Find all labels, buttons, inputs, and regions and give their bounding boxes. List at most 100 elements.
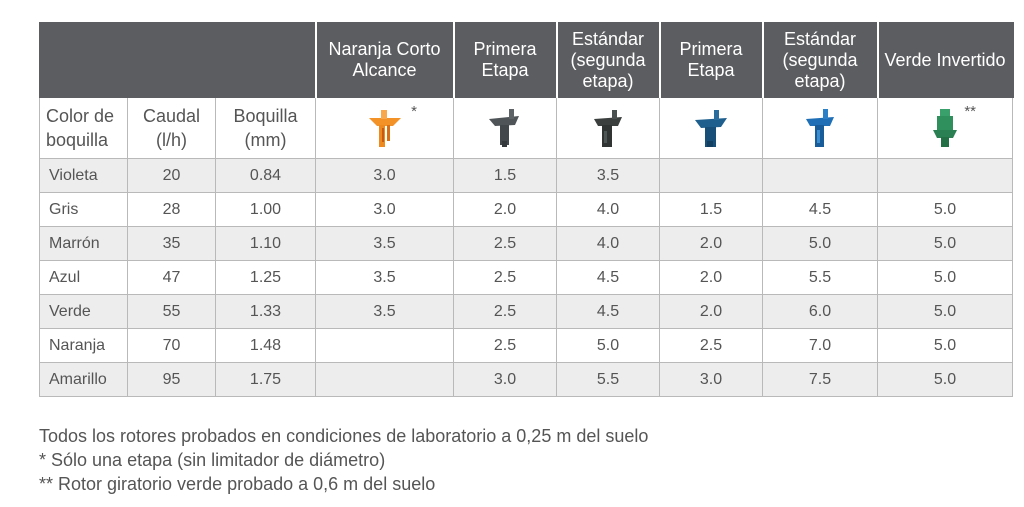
cell-v6: 5.0 (877, 294, 1013, 329)
cell-v1: 3.0 (315, 192, 454, 227)
cell-boquilla: 1.00 (215, 192, 316, 227)
nozzle-spec-table: Naranja Corto Alcance Primera Etapa Está… (39, 22, 1014, 397)
cell-v6: 5.0 (877, 192, 1013, 227)
header-primera-etapa-1: Primera Etapa (453, 22, 558, 98)
green-nozzle-icon (933, 109, 957, 147)
cell-color: Naranja (39, 328, 128, 363)
icon-cell-naranja: * (315, 97, 454, 159)
cell-v5: 5.5 (762, 260, 878, 295)
orange-nozzle-icon (368, 110, 401, 147)
cell-v1: 3.5 (315, 260, 454, 295)
cell-v5: 5.0 (762, 226, 878, 261)
cell-v2: 2.0 (453, 192, 557, 227)
cell-v2: 1.5 (453, 158, 557, 193)
table-row: Violeta 20 0.84 3.0 1.5 3.5 (39, 158, 1013, 193)
cell-color: Amarillo (39, 362, 128, 397)
cell-v5: 7.5 (762, 362, 878, 397)
footnotes: Todos los rotores probados en condicione… (39, 424, 648, 496)
col-color-header: Color de boquilla (39, 97, 128, 159)
cell-color: Violeta (39, 158, 128, 193)
cell-v4: 2.0 (659, 294, 763, 329)
header-estandar-1: Estándar (segunda etapa) (556, 22, 661, 98)
cell-v2: 2.5 (453, 328, 557, 363)
cell-v3: 4.0 (556, 192, 660, 227)
cell-v3: 4.5 (556, 260, 660, 295)
verde-double-asterisk: ** (964, 103, 976, 120)
icon-cell-estandar-1 (556, 97, 660, 159)
icon-cell-primera-etapa-2 (659, 97, 763, 159)
cell-caudal: 20 (127, 158, 216, 193)
cell-v4 (659, 158, 763, 193)
cell-color: Verde (39, 294, 128, 329)
cell-v1 (315, 328, 454, 363)
cell-v4: 1.5 (659, 192, 763, 227)
cell-boquilla: 1.10 (215, 226, 316, 261)
cell-v5: 4.5 (762, 192, 878, 227)
cell-v1: 3.5 (315, 226, 454, 261)
cell-v1 (315, 362, 454, 397)
cell-caudal: 47 (127, 260, 216, 295)
table-body: Violeta 20 0.84 3.0 1.5 3.5 Gris 28 1.00… (39, 158, 1013, 397)
cell-boquilla: 0.84 (215, 158, 316, 193)
header-naranja-corto-alcance: Naranja Corto Alcance (315, 22, 455, 98)
footnote-lab-conditions: Todos los rotores probados en condicione… (39, 426, 649, 446)
cell-caudal: 95 (127, 362, 216, 397)
cell-v3: 3.5 (556, 158, 660, 193)
cell-v5: 7.0 (762, 328, 878, 363)
header-primera-etapa-2: Primera Etapa (659, 22, 764, 98)
cell-boquilla: 1.75 (215, 362, 316, 397)
cell-v4: 3.0 (659, 362, 763, 397)
table-row: Verde 55 1.33 3.5 2.5 4.5 2.0 6.0 5.0 (39, 294, 1013, 329)
cell-v6 (877, 158, 1013, 193)
naranja-asterisk: * (411, 103, 417, 120)
icon-cell-estandar-2 (762, 97, 878, 159)
table-row: Marrón 35 1.10 3.5 2.5 4.0 2.0 5.0 5.0 (39, 226, 1013, 261)
cell-color: Azul (39, 260, 128, 295)
dark-gray-nozzle-icon (594, 110, 622, 147)
footnote-single-stage: * Sólo una etapa (sin limitador de diáme… (39, 450, 386, 470)
table-row: Amarillo 95 1.75 3.0 5.5 3.0 7.5 5.0 (39, 362, 1013, 397)
cell-caudal: 70 (127, 328, 216, 363)
col-boquilla-header: Boquilla (mm) (215, 97, 316, 159)
col-caudal-header: Caudal (l/h) (127, 97, 216, 159)
cell-v2: 2.5 (453, 260, 557, 295)
cell-boquilla: 1.33 (215, 294, 316, 329)
header-estandar-2: Estándar (segunda etapa) (762, 22, 879, 98)
icon-cell-verde-invertido: ** (877, 97, 1013, 159)
cell-caudal: 35 (127, 226, 216, 261)
cell-v2: 2.5 (453, 226, 557, 261)
cell-v4: 2.0 (659, 226, 763, 261)
subheader-row: Color de boquilla Caudal (l/h) Boquilla … (39, 97, 1013, 159)
icon-cell-primera-etapa-1 (453, 97, 557, 159)
blue-nozzle-icon (695, 110, 727, 147)
cell-v3: 5.0 (556, 328, 660, 363)
footnote-green-rotor: ** Rotor giratorio verde probado a 0,6 m… (39, 474, 436, 494)
table-row: Azul 47 1.25 3.5 2.5 4.5 2.0 5.5 5.0 (39, 260, 1013, 295)
table-row: Naranja 70 1.48 2.5 5.0 2.5 7.0 5.0 (39, 328, 1013, 363)
cell-v3: 4.0 (556, 226, 660, 261)
gray-nozzle-icon (489, 109, 519, 147)
cell-caudal: 55 (127, 294, 216, 329)
cell-v5 (762, 158, 878, 193)
cell-color: Gris (39, 192, 128, 227)
header-row: Naranja Corto Alcance Primera Etapa Está… (39, 22, 1014, 98)
cell-v1: 3.0 (315, 158, 454, 193)
cell-caudal: 28 (127, 192, 216, 227)
cell-v6: 5.0 (877, 260, 1013, 295)
bright-blue-nozzle-icon (806, 109, 834, 147)
cell-v3: 5.5 (556, 362, 660, 397)
cell-v2: 2.5 (453, 294, 557, 329)
header-verde-invertido: Verde Invertido (877, 22, 1014, 98)
cell-v3: 4.5 (556, 294, 660, 329)
cell-color: Marrón (39, 226, 128, 261)
cell-v6: 5.0 (877, 328, 1013, 363)
cell-boquilla: 1.25 (215, 260, 316, 295)
cell-v5: 6.0 (762, 294, 878, 329)
cell-v4: 2.0 (659, 260, 763, 295)
cell-v6: 5.0 (877, 226, 1013, 261)
cell-boquilla: 1.48 (215, 328, 316, 363)
header-blank (39, 22, 317, 98)
cell-v6: 5.0 (877, 362, 1013, 397)
cell-v1: 3.5 (315, 294, 454, 329)
cell-v2: 3.0 (453, 362, 557, 397)
